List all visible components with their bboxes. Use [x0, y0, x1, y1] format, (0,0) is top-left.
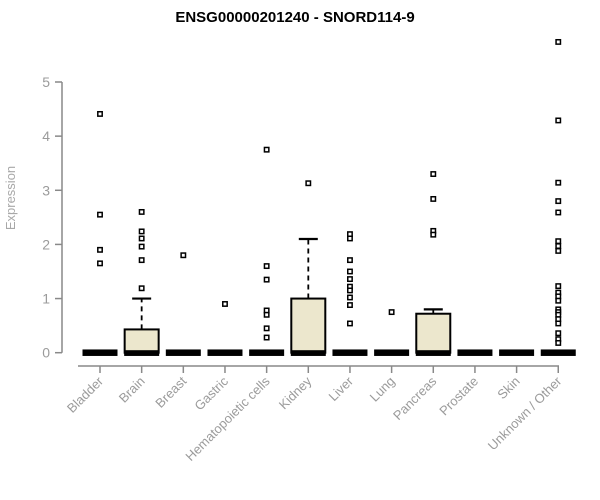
- y-tick-label: 1: [42, 291, 50, 307]
- x-tick-label-kidney: Kidney: [276, 373, 315, 412]
- median-bar: [374, 349, 410, 356]
- outlier-point: [347, 320, 353, 327]
- boxplot-kidney: [290, 180, 327, 356]
- median-bar: [540, 349, 576, 356]
- outlier-point: [97, 246, 103, 253]
- outlier-point: [388, 309, 395, 316]
- outlier-point: [347, 294, 353, 301]
- median-bar: [332, 349, 368, 356]
- outlier-point: [347, 235, 353, 242]
- outlier-point: [430, 195, 437, 202]
- boxplot-unknown-other: [540, 38, 576, 356]
- median-bar: [457, 349, 493, 356]
- outlier-point: [555, 283, 562, 290]
- outlier-point: [555, 297, 562, 304]
- x-tick-label-bladder: Bladder: [64, 373, 107, 416]
- outlier-point: [347, 276, 353, 283]
- median-bar: [207, 349, 243, 356]
- boxplot-pancreas: [415, 171, 452, 356]
- y-axis-label: Expression: [3, 166, 18, 230]
- outlier-point: [347, 287, 353, 294]
- outlier-point: [180, 252, 187, 259]
- box-median-line: [416, 350, 451, 356]
- box-median-line: [124, 350, 159, 356]
- median-bar: [165, 349, 201, 356]
- x-tick-label-lung: Lung: [367, 374, 398, 405]
- x-tick-label-breast: Breast: [152, 373, 189, 410]
- outlier-point: [263, 325, 270, 332]
- y-tick-label: 2: [42, 236, 50, 252]
- outlier-point: [555, 340, 562, 346]
- outlier-point: [263, 334, 270, 341]
- x-tick-label-prostate: Prostate: [436, 374, 481, 419]
- outlier-point: [138, 243, 145, 250]
- outlier-point: [222, 301, 228, 307]
- outlier-point: [263, 311, 270, 318]
- y-tick-label: 0: [42, 345, 50, 361]
- outlier-point: [263, 276, 270, 283]
- outlier-point: [555, 330, 562, 337]
- box-median-line: [291, 350, 326, 356]
- outlier-point: [97, 260, 103, 267]
- chart-title: ENSG00000201240 - SNORD114-9: [175, 9, 414, 26]
- outlier-point: [138, 208, 145, 215]
- boxplot-prostate: [457, 349, 493, 356]
- x-tick-label-unknown-other: Unknown / Other: [485, 373, 565, 453]
- outlier-point: [555, 117, 562, 124]
- outlier-point: [263, 263, 270, 270]
- median-bar: [249, 349, 285, 356]
- outlier-point: [347, 268, 353, 275]
- outlier-point: [555, 198, 562, 205]
- x-tick-label-skin: Skin: [494, 374, 522, 402]
- outlier-point: [430, 171, 437, 177]
- iqr-box: [123, 328, 160, 354]
- x-tick-label-pancreas: Pancreas: [390, 373, 440, 423]
- boxplot-gastric: [207, 301, 243, 356]
- boxplot-skin: [499, 349, 535, 356]
- iqr-box: [415, 312, 452, 354]
- iqr-box: [290, 297, 327, 354]
- outlier-point: [138, 285, 145, 292]
- boxplot-breast: [165, 252, 201, 356]
- x-tick-label-brain: Brain: [116, 374, 148, 406]
- outlier-point: [347, 302, 353, 309]
- y-tick-label: 4: [42, 128, 50, 144]
- median-bar: [82, 349, 118, 356]
- outlier-point: [138, 228, 145, 235]
- y-tick-label: 3: [42, 182, 50, 198]
- outlier-point: [430, 231, 437, 238]
- boxplot-liver: [332, 231, 368, 356]
- outlier-point: [138, 235, 145, 242]
- x-tick-label-liver: Liver: [326, 373, 357, 404]
- boxplot-hematopoietic-cells: [249, 146, 285, 356]
- outlier-point: [555, 38, 562, 45]
- outlier-point: [555, 247, 562, 254]
- boxplot-lung: [374, 309, 410, 356]
- outlier-point: [138, 257, 145, 264]
- outlier-point: [555, 238, 562, 245]
- outlier-point: [555, 320, 562, 327]
- outlier-point: [97, 110, 103, 117]
- boxplot-bladder: [82, 110, 118, 356]
- outlier-point: [97, 211, 103, 218]
- median-bar: [499, 349, 535, 356]
- x-tick-label-gastric: Gastric: [191, 373, 231, 413]
- outlier-point: [555, 209, 562, 216]
- outlier-point: [555, 179, 562, 186]
- outlier-point: [263, 146, 270, 153]
- outlier-point: [305, 180, 312, 187]
- outlier-point: [347, 257, 353, 264]
- outlier-point: [555, 243, 562, 249]
- y-tick-label: 5: [42, 74, 50, 90]
- boxplot-brain: [123, 208, 160, 356]
